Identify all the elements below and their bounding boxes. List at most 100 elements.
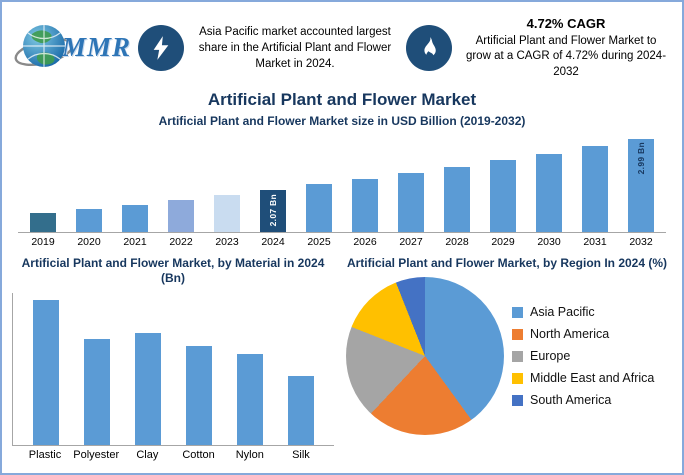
lightning-icon (153, 36, 169, 60)
flame-badge (406, 25, 452, 71)
bar-slot-2030 (528, 136, 570, 232)
axis-label-2023: 2023 (215, 235, 239, 248)
axis-label-2027: 2027 (399, 235, 423, 248)
insight-text: Asia Pacific market accounted largest sh… (198, 25, 392, 71)
axis-label-2024: 2024 (261, 235, 285, 248)
axis-label-2028: 2028 (445, 235, 469, 248)
axis-label-2032: 2032 (629, 235, 653, 248)
region-legend: Asia Pacific North America Europe Middle Ea… (512, 297, 654, 415)
region-chart: Artificial Plant and Flower Market, by R… (342, 254, 672, 461)
legend-item: Middle East and Africa (512, 371, 654, 385)
bar-slot-2028 (436, 136, 478, 232)
mmr-logo: MMR (14, 16, 130, 80)
region-pie (346, 277, 504, 436)
axis-label-polyester: Polyester (73, 448, 120, 461)
axis-label-plastic: Plastic (28, 448, 62, 461)
legend-swatch (512, 372, 523, 384)
legend-item: North America (512, 327, 654, 341)
bar-2019 (30, 212, 56, 232)
material-axis-labels: Plastic Polyester Clay Cotton Nylon Silk (12, 449, 334, 461)
legend-label: Asia Pacific (530, 305, 595, 320)
legend-label: Europe (530, 349, 571, 364)
bar-slot-polyester (74, 293, 120, 445)
bar-slot-silk (278, 293, 324, 445)
cagr-text: Artificial Plant and Flower Market to gr… (465, 34, 667, 78)
bar-2029 (490, 159, 516, 232)
axis-label-2031: 2031 (583, 235, 607, 248)
bar-slot-2031 (574, 136, 616, 232)
legend-item: Asia Pacific (512, 305, 654, 319)
bar-slot-nylon (227, 293, 273, 445)
bar-slot-2025 (298, 136, 340, 232)
bar-silk (288, 375, 314, 445)
bar-slot-2032: 2.99 Bn (620, 136, 662, 232)
bar-slot-2022 (160, 136, 202, 232)
bar-2028 (444, 166, 470, 232)
material-chart-title: Artificial Plant and Flower Market, by M… (21, 255, 325, 286)
logo-text: MMR (62, 32, 132, 62)
axis-label-2025: 2025 (307, 235, 331, 248)
cagr-title: 4.72% CAGR (526, 15, 606, 31)
bar-slot-2024: 2.07 Bn (252, 136, 294, 232)
bar-clay (135, 332, 161, 445)
market-size-bars: 2.07 Bn 2.99 Bn (18, 136, 666, 233)
bar-2027 (398, 172, 424, 232)
bar-slot-2023 (206, 136, 248, 232)
bar-slot-2029 (482, 136, 524, 232)
bar-2031 (582, 145, 608, 232)
bar-slot-clay (125, 293, 171, 445)
bar-slot-cotton (176, 293, 222, 445)
axis-label-2022: 2022 (169, 235, 193, 248)
bar-2021 (122, 204, 148, 232)
bar-plastic (33, 299, 59, 445)
axis-label-2020: 2020 (77, 235, 101, 248)
bottom-charts: Artificial Plant and Flower Market, by M… (2, 248, 682, 461)
bar-2023 (214, 194, 240, 232)
bar-2024: 2.07 Bn (260, 189, 286, 232)
legend-swatch (512, 328, 523, 340)
axis-label-2030: 2030 (537, 235, 561, 248)
bar-nylon (237, 353, 263, 445)
market-size-chart: Artificial Plant and Flower Market size … (2, 114, 682, 248)
bar-slot-2019 (22, 136, 64, 232)
legend-item: South America (512, 393, 654, 407)
material-bars (12, 292, 334, 446)
bar-slot-2027 (390, 136, 432, 232)
lightning-badge (138, 25, 184, 71)
market-size-chart-title: Artificial Plant and Flower Market size … (158, 114, 526, 128)
page-title: Artificial Plant and Flower Market (207, 90, 477, 109)
bar-slot-plastic (23, 293, 69, 445)
axis-label-nylon: Nylon (235, 448, 264, 461)
region-chart-title: Artificial Plant and Flower Market, by R… (346, 255, 668, 270)
bar-slot-2026 (344, 136, 386, 232)
pie-wrap: Asia Pacific North America Europe Middle Ea… (342, 277, 672, 436)
axis-label-2026: 2026 (353, 235, 377, 248)
globe-icon (14, 25, 74, 67)
bar-cotton (186, 345, 212, 445)
bar-2025 (306, 183, 332, 232)
axis-label-2021: 2021 (123, 235, 147, 248)
legend-swatch (512, 306, 523, 318)
legend-item: Europe (512, 349, 654, 363)
bar-value-label: 2.07 Bn (268, 194, 278, 227)
material-chart: Artificial Plant and Flower Market, by M… (12, 254, 334, 461)
legend-swatch (512, 350, 523, 362)
legend-label: North America (530, 327, 610, 342)
bar-2022 (168, 199, 194, 232)
axis-label-2019: 2019 (31, 235, 55, 248)
bar-value-label: 2.99 Bn (636, 141, 646, 174)
axis-label-2029: 2029 (491, 235, 515, 248)
bar-slot-2021 (114, 136, 156, 232)
axis-label-cotton: Cotton (182, 448, 215, 461)
axis-label-silk: Silk (292, 448, 310, 461)
legend-swatch (512, 394, 523, 406)
bar-slot-2020 (68, 136, 110, 232)
bar-2020 (76, 208, 102, 232)
axis-label-clay: Clay (136, 448, 159, 461)
legend-label: South America (530, 393, 612, 408)
flame-icon (424, 37, 436, 59)
bar-2026 (352, 178, 378, 232)
header: MMR Asia Pacific market accounted larges… (2, 2, 682, 86)
bar-polyester (84, 338, 110, 445)
